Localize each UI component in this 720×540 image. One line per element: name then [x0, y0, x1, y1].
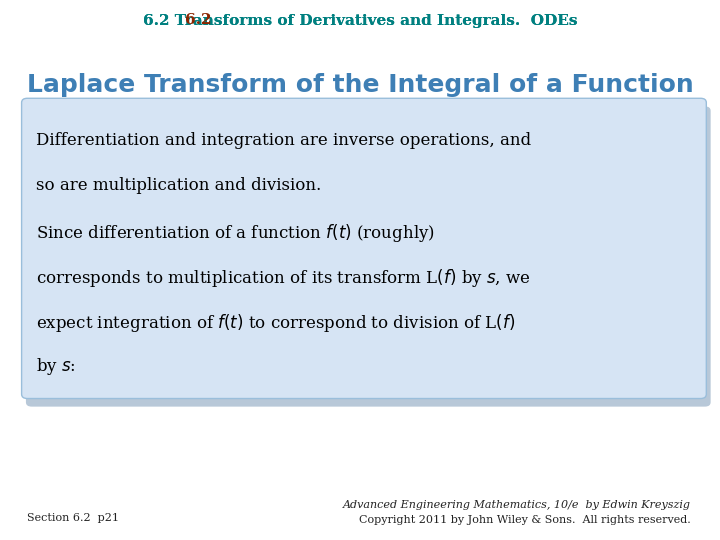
Text: Copyright 2011 by John Wiley & Sons.  All rights reserved.: Copyright 2011 by John Wiley & Sons. All… [359, 515, 691, 525]
Text: corresponds to multiplication of its transform L$(f)$ by $s$, we: corresponds to multiplication of its tra… [36, 267, 531, 289]
Text: 6.2 Transforms of Derivatives and Integrals.  ODEs: 6.2 Transforms of Derivatives and Integr… [143, 14, 577, 28]
FancyBboxPatch shape [22, 98, 706, 399]
FancyBboxPatch shape [26, 106, 711, 407]
Text: Since differentiation of a function $f(t)$ (roughly): Since differentiation of a function $f(t… [36, 222, 435, 244]
Text: 6.2 Transforms of Derivatives and Integrals.  ODEs: 6.2 Transforms of Derivatives and Integr… [143, 14, 577, 28]
Text: 6.2 Transforms of Derivatives and Integrals.  ODEs: 6.2 Transforms of Derivatives and Integr… [143, 14, 577, 28]
Text: Section 6.2  p21: Section 6.2 p21 [27, 512, 120, 523]
Text: expect integration of $f(t)$ to correspond to division of L$(f)$: expect integration of $f(t)$ to correspo… [36, 312, 516, 334]
Text: Advanced Engineering Mathematics, 10/e  by Edwin Kreyszig: Advanced Engineering Mathematics, 10/e b… [343, 500, 691, 510]
Text: Laplace Transform of the Integral of a Function: Laplace Transform of the Integral of a F… [27, 73, 694, 97]
Text: 6.2: 6.2 [185, 14, 211, 28]
Text: Differentiation and integration are inverse operations, and: Differentiation and integration are inve… [36, 132, 531, 149]
Text: so are multiplication and division.: so are multiplication and division. [36, 177, 321, 194]
Text: by $s$:: by $s$: [36, 356, 76, 377]
